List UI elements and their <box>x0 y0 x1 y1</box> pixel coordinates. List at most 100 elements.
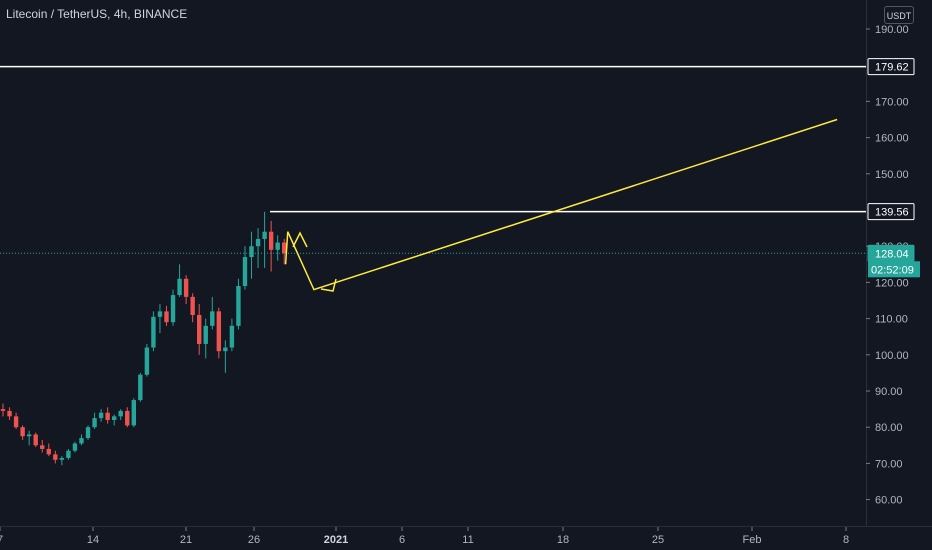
candle <box>249 231 254 279</box>
candle <box>216 307 222 359</box>
time-tick-label: 14 <box>87 534 99 546</box>
candle <box>85 425 91 440</box>
candle-body <box>190 296 195 315</box>
candle <box>26 430 32 446</box>
candle-body <box>268 231 274 250</box>
price-tick-label: 170.00 <box>875 96 909 108</box>
candle-body <box>111 416 117 420</box>
candle <box>138 372 143 402</box>
candle-body <box>170 295 176 323</box>
candle-body <box>242 257 248 287</box>
candle <box>20 425 25 440</box>
candle <box>183 275 189 305</box>
candle-body <box>262 231 267 239</box>
level-label-179-62-bg <box>867 58 915 76</box>
candle-body <box>203 325 208 344</box>
candle-body <box>33 434 38 446</box>
level-label-139-56: 139.56 <box>875 207 909 219</box>
candle-body <box>197 314 202 344</box>
candle <box>229 318 235 352</box>
candle-body <box>66 450 71 458</box>
candle <box>197 304 202 355</box>
candle <box>268 220 274 272</box>
time-scale[interactable]: 7 14 21 26 2021 6 11 18 25 Feb 8 <box>0 527 849 546</box>
price-tick-label: 160.00 <box>875 133 909 145</box>
price-tick-label: 80.00 <box>875 422 903 434</box>
candle <box>203 318 208 359</box>
candle <box>275 235 280 261</box>
candle-body <box>40 445 45 449</box>
candle <box>242 246 248 290</box>
candle-body <box>177 278 182 296</box>
time-tick-label: 8 <box>843 534 849 546</box>
candle <box>125 407 130 428</box>
candle <box>282 238 287 265</box>
candle-body <box>118 410 123 417</box>
price-tick-label: 60.00 <box>875 495 903 507</box>
price-badges: 179.62 139.56 128.04 02:52:09 <box>867 58 920 278</box>
level-label-139-56-bg <box>867 203 915 221</box>
candle-body <box>249 246 254 258</box>
arrow-up-icon <box>292 231 308 248</box>
candle-body <box>131 400 136 426</box>
horizontal-levels <box>0 65 866 254</box>
candle-body <box>229 325 235 348</box>
candle-body <box>85 427 91 439</box>
price-tick-label: 190.00 <box>875 24 909 36</box>
countdown-label: 02:52:09 <box>871 264 914 276</box>
price-tick-label: 150.00 <box>875 169 909 181</box>
countdown-bg <box>868 261 920 278</box>
candle-body <box>157 311 163 317</box>
candle-body <box>20 427 25 437</box>
time-tick-label: 6 <box>399 534 405 546</box>
candle <box>46 443 51 457</box>
candle <box>144 343 150 377</box>
level-label-179-62: 179.62 <box>875 62 909 74</box>
price-tick-label: 120.00 <box>875 277 909 289</box>
candlestick-series <box>0 211 287 466</box>
candle <box>66 448 71 460</box>
candle <box>40 439 45 453</box>
price-scale[interactable]: 190.00170.00160.00150.00130.00120.00110.… <box>866 24 909 507</box>
trend-path-drawing[interactable] <box>284 118 838 291</box>
candle <box>98 409 104 422</box>
price-tick-label: 90.00 <box>875 386 903 398</box>
price-tick-label: 110.00 <box>875 314 908 326</box>
candle <box>33 432 38 448</box>
candle-body <box>236 286 241 326</box>
candle-body <box>164 311 169 323</box>
trend-drawings <box>284 118 838 292</box>
candle <box>255 228 261 268</box>
candle-body <box>79 438 84 444</box>
candle <box>170 289 176 326</box>
interval[interactable]: 4h <box>113 7 128 21</box>
candle-body <box>7 410 12 417</box>
candle-body <box>72 443 78 451</box>
candle <box>177 264 182 297</box>
candle <box>131 398 136 428</box>
candle <box>223 340 228 373</box>
time-tick-label: 11 <box>462 534 473 546</box>
last-price-label: 128.04 <box>875 248 909 260</box>
candle-body <box>0 409 6 411</box>
candle-body <box>105 412 110 420</box>
candle-body <box>151 316 156 348</box>
candle-body <box>98 412 104 419</box>
candle <box>72 441 78 453</box>
candle <box>92 412 97 430</box>
symbol-name[interactable]: Litecoin / TetherUS <box>6 7 108 21</box>
candle <box>53 450 58 464</box>
time-tick-label: 2021 <box>324 534 348 546</box>
candle <box>151 311 156 352</box>
candle <box>262 211 267 268</box>
candle <box>0 403 6 417</box>
candle <box>7 407 12 420</box>
candle <box>13 412 19 430</box>
candle-body <box>26 434 32 437</box>
candle-body <box>46 448 51 455</box>
candle-body <box>125 410 130 426</box>
candle <box>210 296 215 330</box>
currency-button[interactable]: USDT <box>884 6 914 24</box>
candle-body <box>216 311 222 352</box>
